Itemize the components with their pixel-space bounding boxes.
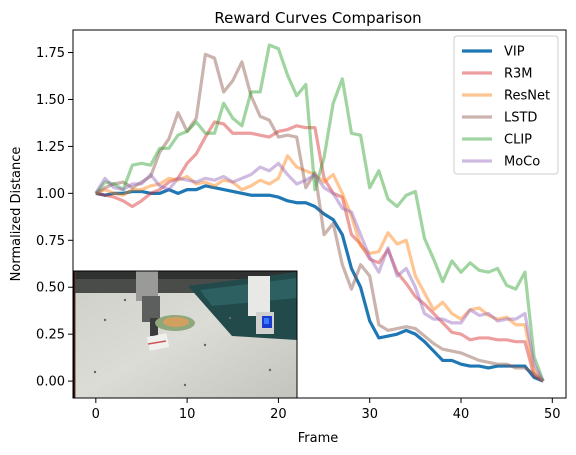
series-line-r3m [95,120,545,383]
y-tick-label: 0.50 [36,281,65,296]
y-tick-label: 1.50 [36,93,65,108]
x-tick-label: 50 [544,407,561,422]
plot-frame [72,29,567,399]
legend-label-resnet: ResNet [504,89,550,104]
chart-title: Reward Curves Comparison [214,9,421,27]
legend-label-moco: MoCo [504,155,540,170]
legend-label-clip: CLIP [504,133,532,148]
series-line-clip [94,43,545,382]
x-tick-label: 0 [92,407,100,422]
x-tick-label: 20 [270,407,287,422]
legend: VIP R3M ResNet LSTD CLIP MoCo [453,35,559,175]
x-axis: 0 10 20 30 40 50 [92,398,561,422]
y-tick-label: 0.25 [36,328,65,343]
x-tick-label: 30 [361,407,378,422]
series-line-lstd [94,52,545,383]
series-line-resnet [95,154,545,383]
x-tick-label: 10 [179,407,196,422]
legend-label-r3m: R3M [504,67,533,82]
y-tick-label: 0.00 [36,375,65,390]
legend-label-lstd: LSTD [504,111,537,126]
x-axis-label: Frame [298,431,339,446]
y-axis-label: Normalized Distance [9,147,24,282]
y-axis: 0.00 0.25 0.50 0.75 1.00 1.25 1.50 1.75 [36,46,73,390]
x-tick-label: 40 [453,407,470,422]
series-layer [94,43,545,383]
legend-box [453,35,559,175]
inset-robot-photo [74,271,297,398]
y-tick-label: 1.25 [36,140,65,155]
y-tick-label: 1.00 [36,187,65,202]
series-line-moco [94,161,545,382]
y-tick-label: 0.75 [36,234,65,249]
legend-label-vip: VIP [504,45,525,60]
y-tick-label: 1.75 [36,46,65,61]
series-line-vip [95,184,544,383]
